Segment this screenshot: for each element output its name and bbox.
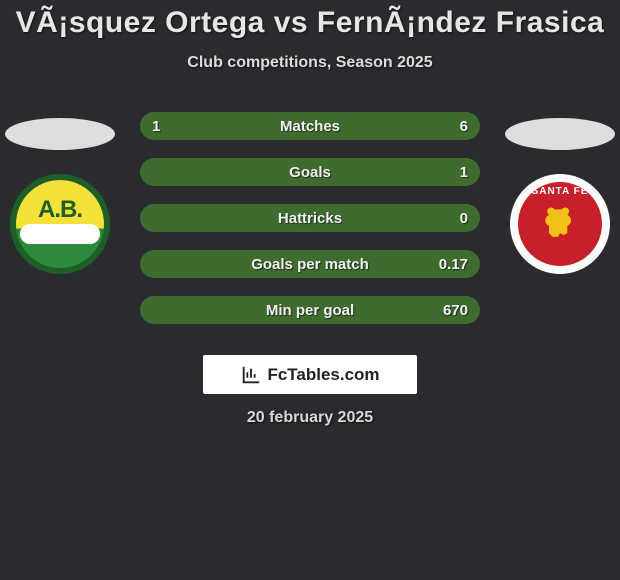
stat-pill: 1Matches6 — [140, 112, 480, 140]
stat-right-value: 670 — [443, 302, 468, 319]
stat-row: Goals per match0.17 — [0, 250, 620, 278]
chart-icon — [240, 364, 262, 386]
stat-row: Goals1 — [0, 158, 620, 186]
stat-pill: Goals1 — [140, 158, 480, 186]
stat-right-value: 1 — [460, 164, 468, 181]
page-title: VÃ¡squez Ortega vs FernÃ¡ndez Frasica — [0, 0, 620, 40]
stat-label: Matches — [140, 118, 480, 135]
stat-label: Goals per match — [140, 256, 480, 273]
stat-right-value: 0 — [460, 210, 468, 227]
stat-label: Hattricks — [140, 210, 480, 227]
stat-pill: Goals per match0.17 — [140, 250, 480, 278]
stat-label: Min per goal — [140, 302, 480, 319]
stat-row: Min per goal670 — [0, 296, 620, 324]
page-subtitle: Club competitions, Season 2025 — [0, 54, 620, 72]
stat-pill: Min per goal670 — [140, 296, 480, 324]
stat-label: Goals — [140, 164, 480, 181]
date-line: 20 february 2025 — [0, 409, 620, 427]
stat-row: Hattricks0 — [0, 204, 620, 232]
stat-right-value: 0.17 — [439, 256, 468, 273]
stat-row: 1Matches6 — [0, 112, 620, 140]
stats-rows: 1Matches6Goals1Hattricks0Goals per match… — [0, 112, 620, 342]
fctables-logo[interactable]: FcTables.com — [203, 355, 417, 394]
logo-text: FcTables.com — [267, 365, 379, 385]
stat-right-value: 6 — [460, 118, 468, 135]
stat-pill: Hattricks0 — [140, 204, 480, 232]
comparison-card: VÃ¡squez Ortega vs FernÃ¡ndez Frasica Cl… — [0, 0, 620, 580]
